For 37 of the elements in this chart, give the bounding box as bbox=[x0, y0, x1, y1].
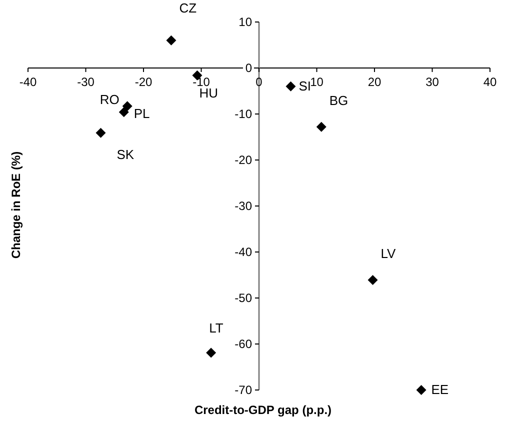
point bbox=[122, 101, 132, 112]
y-tick-label: -30 bbox=[234, 199, 252, 213]
x-tick-label: 30 bbox=[426, 75, 440, 89]
annotation: SK bbox=[116, 146, 134, 162]
x-tick-label: -30 bbox=[77, 75, 95, 89]
y-axis-title: Change in RoE (%) bbox=[9, 151, 23, 259]
y-tick-label: -20 bbox=[234, 153, 252, 167]
point bbox=[206, 348, 216, 358]
x-tick-label: 10 bbox=[310, 75, 324, 89]
annotation: BG bbox=[329, 92, 348, 108]
y-tick-label: -10 bbox=[234, 107, 252, 121]
point bbox=[416, 385, 426, 395]
x-tick-label: 40 bbox=[483, 75, 497, 89]
annotation: EE bbox=[431, 382, 449, 397]
point bbox=[118, 107, 129, 118]
x-tick-label: -20 bbox=[134, 75, 152, 89]
x-tick-label: 0 bbox=[256, 75, 263, 89]
y-tick-label: -70 bbox=[234, 383, 252, 397]
point bbox=[368, 275, 378, 286]
x-tick-label: -40 bbox=[19, 75, 37, 89]
point bbox=[166, 35, 176, 46]
x-tick-label: 20 bbox=[368, 75, 382, 89]
point bbox=[316, 122, 326, 132]
y-tick-label: -40 bbox=[234, 245, 252, 259]
annotation: LT bbox=[209, 320, 224, 336]
annotation: CZ bbox=[179, 0, 197, 16]
y-tick-label: -50 bbox=[234, 291, 252, 305]
annotation: LV bbox=[380, 246, 396, 262]
y-tick-label: -60 bbox=[234, 337, 252, 351]
annotation: RO bbox=[100, 92, 120, 108]
y-tick-label: 0 bbox=[245, 61, 252, 75]
annotation: PL bbox=[134, 106, 150, 122]
annotation: SI bbox=[298, 78, 312, 94]
point bbox=[286, 81, 296, 92]
y-tick-label: 10 bbox=[238, 15, 252, 29]
point bbox=[96, 128, 106, 138]
x-axis-title: Credit-to-GDP gap (p.p.) bbox=[194, 403, 332, 417]
